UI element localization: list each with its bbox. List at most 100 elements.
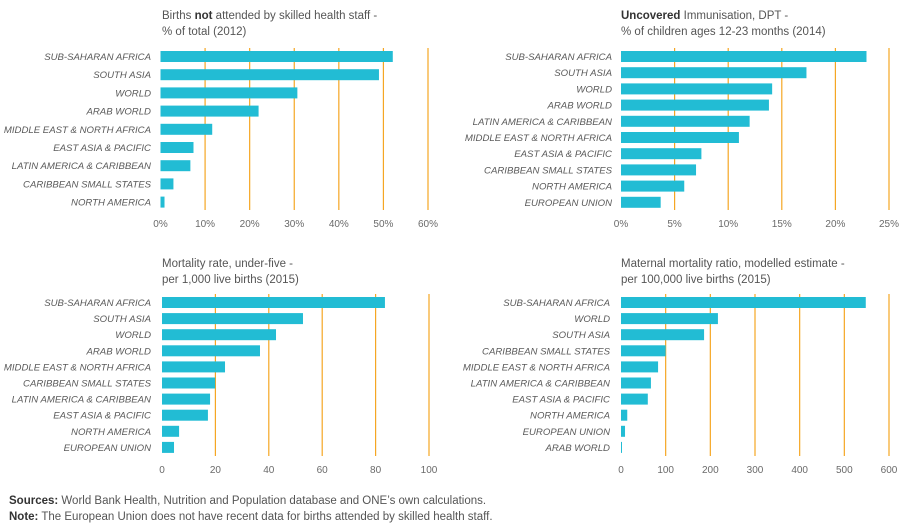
chart-2-title-post: Immunisation, DPT - (680, 10, 789, 22)
category-label: SUB-SAHARAN AFRICA (503, 298, 610, 309)
chart-4-title: Maternal mortality ratio, modelled estim… (621, 256, 845, 288)
x-tick-label: 50% (373, 219, 393, 230)
category-label: NORTH AMERICA (71, 198, 151, 209)
bar (621, 425, 626, 437)
bar (160, 160, 191, 172)
category-label: EAST ASIA & PACIFIC (53, 411, 151, 422)
x-tick-label: 0 (159, 465, 165, 476)
bar (162, 377, 216, 389)
category-label: ARAB WORLD (544, 443, 610, 454)
x-tick-label: 20% (825, 219, 845, 230)
category-label: MIDDLE EAST & NORTH AFRICA (463, 362, 610, 373)
category-label: EAST ASIA & PACIFIC (512, 395, 610, 406)
chart-1-title-line2: % of total (2012) (162, 26, 247, 38)
bar (160, 105, 259, 117)
bar (162, 393, 211, 405)
x-tick-label: 20% (240, 219, 260, 230)
bar (162, 329, 277, 341)
category-label: ARAB WORLD (85, 107, 151, 118)
category-label: NORTH AMERICA (71, 427, 151, 438)
chart-2-title-line2: % of children ages 12-23 months (2014) (621, 26, 826, 38)
chart-1-title-pre: Births (162, 10, 195, 22)
category-label: WORLD (115, 330, 151, 341)
bar (621, 297, 866, 308)
bar (621, 115, 750, 127)
x-tick-label: 15% (772, 219, 792, 230)
bar (621, 148, 702, 160)
chart-2-title: Uncovered Immunisation, DPT - % of child… (621, 8, 826, 40)
category-label: ARAB WORLD (546, 101, 612, 112)
category-label: CARIBBEAN SMALL STATES (23, 379, 152, 390)
category-label: SUB-SAHARAN AFRICA (44, 52, 151, 63)
category-label: LATIN AMERICA & CARIBBEAN (12, 161, 151, 172)
bar (160, 69, 379, 81)
category-label: LATIN AMERICA & CARIBBEAN (473, 117, 612, 128)
sources-line: Sources: World Bank Health, Nutrition an… (9, 494, 493, 510)
sources-text: World Bank Health, Nutrition and Populat… (58, 495, 487, 507)
category-label: CARIBBEAN SMALL STATES (484, 165, 613, 176)
category-label: LATIN AMERICA & CARIBBEAN (12, 395, 151, 406)
chart-3-title-line2: per 1,000 live births (2015) (162, 274, 299, 286)
bar (621, 132, 739, 143)
x-tick-label: 80 (370, 465, 382, 476)
category-label: EAST ASIA & PACIFIC (514, 149, 612, 160)
chart-1-title-emph: not (194, 10, 213, 22)
x-tick-label: 40% (329, 219, 349, 230)
category-label: CARIBBEAN SMALL STATES (23, 179, 152, 190)
chart-4-title-line2: per 100,000 live births (2015) (621, 274, 771, 286)
x-tick-label: 20 (210, 465, 222, 476)
x-tick-label: 5% (667, 219, 682, 230)
category-label: ARAB WORLD (85, 346, 151, 357)
category-label: CARIBBEAN SMALL STATES (482, 346, 611, 357)
x-tick-label: 10% (718, 219, 738, 230)
bar (160, 196, 165, 208)
x-tick-label: 40 (263, 465, 275, 476)
x-tick-label: 60% (418, 219, 438, 230)
category-label: EUROPEAN UNION (523, 427, 610, 438)
chart-1-title: Births not attended by skilled health st… (162, 8, 377, 40)
bar (621, 409, 628, 421)
category-label: MIDDLE EAST & NORTH AFRICA (4, 362, 151, 373)
bar (621, 99, 769, 111)
bar (621, 51, 867, 62)
x-tick-label: 500 (836, 465, 853, 476)
category-label: EUROPEAN UNION (525, 198, 612, 209)
category-label: LATIN AMERICA & CARIBBEAN (471, 379, 610, 390)
category-label: WORLD (115, 88, 151, 99)
bar (162, 313, 303, 325)
bar (160, 87, 298, 99)
x-tick-label: 0 (618, 465, 624, 476)
category-label: SOUTH ASIA (554, 68, 612, 79)
category-label: SOUTH ASIA (552, 330, 610, 341)
bar (621, 393, 648, 405)
bar (162, 297, 385, 308)
x-tick-label: 10% (195, 219, 215, 230)
note-label: Note: (9, 510, 39, 523)
category-label: EAST ASIA & PACIFIC (53, 143, 151, 154)
bar (621, 180, 685, 192)
bar (621, 196, 661, 208)
x-tick-label: 400 (791, 465, 808, 476)
bar (162, 409, 208, 421)
x-tick-label: 100 (421, 465, 438, 476)
chart-4-title-pre: Maternal mortality ratio, modelled estim… (621, 258, 845, 270)
chart-1-title-post: attended by skilled health staff - (212, 10, 378, 22)
x-tick-label: 600 (881, 465, 898, 476)
category-label: NORTH AMERICA (532, 182, 612, 193)
bar (621, 345, 666, 357)
bar (621, 83, 773, 95)
x-tick-label: 100 (657, 465, 674, 476)
bar (621, 441, 622, 453)
chart-3-title: Mortality rate, under-five - per 1,000 l… (162, 256, 299, 288)
bar (162, 345, 260, 357)
x-tick-label: 0% (614, 219, 629, 230)
chart-2-title-emph: Uncovered (621, 10, 681, 22)
category-label: SUB-SAHARAN AFRICA (505, 52, 612, 63)
x-tick-label: 0% (153, 219, 168, 230)
bar (621, 67, 807, 79)
bar (621, 377, 651, 389)
category-label: EUROPEAN UNION (64, 443, 151, 454)
bar (160, 178, 174, 190)
